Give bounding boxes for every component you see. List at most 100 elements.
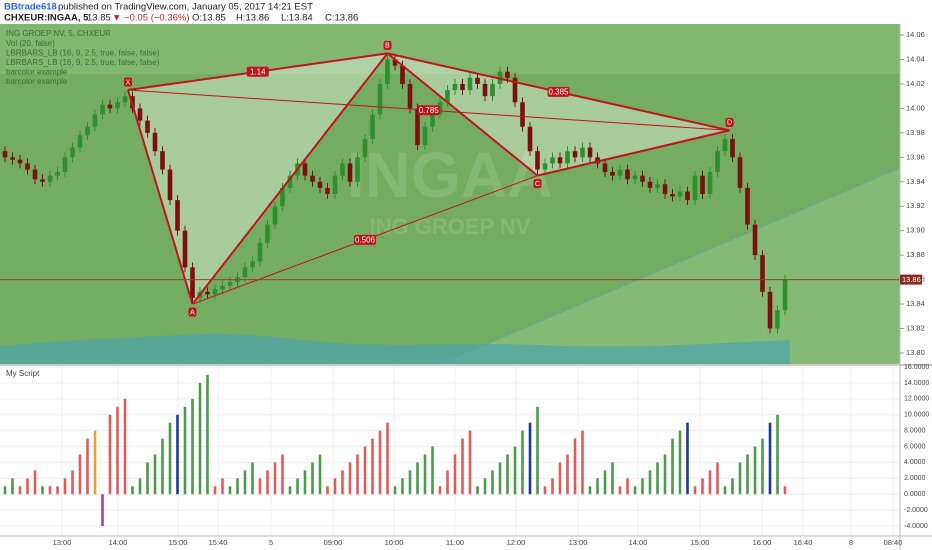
candle-body: [422, 126, 428, 146]
candle-body: [92, 114, 98, 127]
candle-body: [400, 65, 405, 84]
bar: [401, 478, 404, 495]
indicator-label: Vol (20, false): [6, 39, 55, 48]
point-label: X: [126, 79, 131, 86]
candle-body: [32, 169, 38, 180]
bar: [303, 470, 307, 495]
candle-body: [40, 179, 45, 182]
bar: [461, 438, 464, 495]
bar: [768, 422, 772, 495]
header-user[interactable]: BBtrade618: [4, 2, 57, 13]
candle-body: [535, 151, 540, 170]
bar: [108, 414, 112, 495]
candle-body: [115, 102, 120, 109]
candle-body: [775, 310, 780, 329]
bar: [438, 486, 442, 495]
ratio-label: 0.506: [355, 235, 376, 244]
bar: [551, 478, 554, 495]
bar: [738, 462, 742, 495]
y-tick-label: 13.84: [906, 299, 925, 308]
candle-body: [265, 224, 270, 243]
candle-body: [707, 171, 713, 194]
candle-body: [685, 191, 690, 201]
point-marker: [725, 117, 734, 127]
bar: [168, 422, 172, 495]
bar: [536, 406, 539, 495]
indicator-label: barcolor example: [6, 77, 68, 86]
y-tick-label: 13.98: [906, 128, 925, 137]
bar: [161, 438, 164, 495]
candle-body: [527, 126, 533, 152]
bar: [296, 478, 299, 495]
candle-body: [430, 114, 435, 127]
bar: [611, 462, 614, 495]
candle-body: [572, 151, 578, 158]
candle-body: [212, 289, 218, 295]
candle-body: [100, 104, 105, 115]
bar: [656, 462, 659, 495]
bar: [596, 478, 599, 495]
candle-body: [445, 90, 450, 103]
channel-line: [439, 167, 901, 365]
candle-body: [205, 291, 210, 295]
bar: [371, 438, 374, 495]
bar: [258, 478, 262, 495]
x-tick-label: 12:00: [507, 538, 526, 547]
candle-body: [122, 96, 128, 103]
bar: [476, 486, 479, 495]
point-marker: [383, 40, 392, 50]
bar: [198, 382, 202, 495]
bar: [48, 486, 52, 495]
candle-body: [632, 175, 638, 180]
candle-body: [745, 187, 750, 225]
x-tick-label: 09:00: [324, 538, 343, 547]
candle-body: [332, 175, 338, 194]
y-tick-label: 4.0000: [904, 459, 926, 466]
candle-body: [77, 135, 83, 148]
bar: [221, 478, 224, 495]
candle-body: [362, 138, 368, 158]
bar: [138, 478, 142, 495]
candle-body: [257, 242, 263, 262]
bar: [423, 454, 427, 495]
candle-body: [325, 187, 330, 194]
pane-divider: [0, 364, 932, 366]
header-close: C:13.86: [325, 13, 358, 24]
bar: [333, 478, 337, 495]
point-label: A: [190, 309, 195, 316]
point-label: C: [535, 181, 540, 188]
y-tick-label: 13.92: [906, 201, 925, 210]
x-tick-label: 16:40: [794, 538, 813, 547]
bar: [56, 486, 59, 495]
x-tick-label: 10:00: [385, 538, 404, 547]
candle-body: [152, 132, 158, 152]
candle-body: [715, 151, 720, 172]
bar: [716, 462, 719, 495]
bar: [123, 398, 127, 495]
bar: [431, 446, 434, 495]
candle-body: [557, 157, 563, 164]
bar: [71, 470, 74, 495]
bar: [543, 486, 547, 495]
bar: [746, 454, 749, 495]
x-tick-label: 16:00: [753, 538, 772, 547]
bar: [116, 406, 119, 495]
bar: [386, 422, 389, 495]
x-tick-label: 11:00: [446, 538, 464, 547]
x-tick-label: 13:00: [53, 538, 72, 547]
bar: [633, 486, 637, 495]
bar: [761, 438, 764, 495]
candle-body: [512, 77, 518, 103]
bar: [3, 486, 7, 495]
candle-body: [520, 102, 525, 127]
pane-title: My Script: [6, 369, 40, 378]
candle-body: [610, 171, 615, 176]
pattern-edge: [537, 129, 730, 177]
candle-body: [565, 151, 570, 164]
bar: [468, 430, 472, 495]
bar: [528, 422, 532, 495]
bar: [618, 486, 622, 495]
bar: [581, 430, 584, 495]
y-tick-label: 13.90: [906, 226, 925, 235]
bar: [416, 462, 419, 495]
